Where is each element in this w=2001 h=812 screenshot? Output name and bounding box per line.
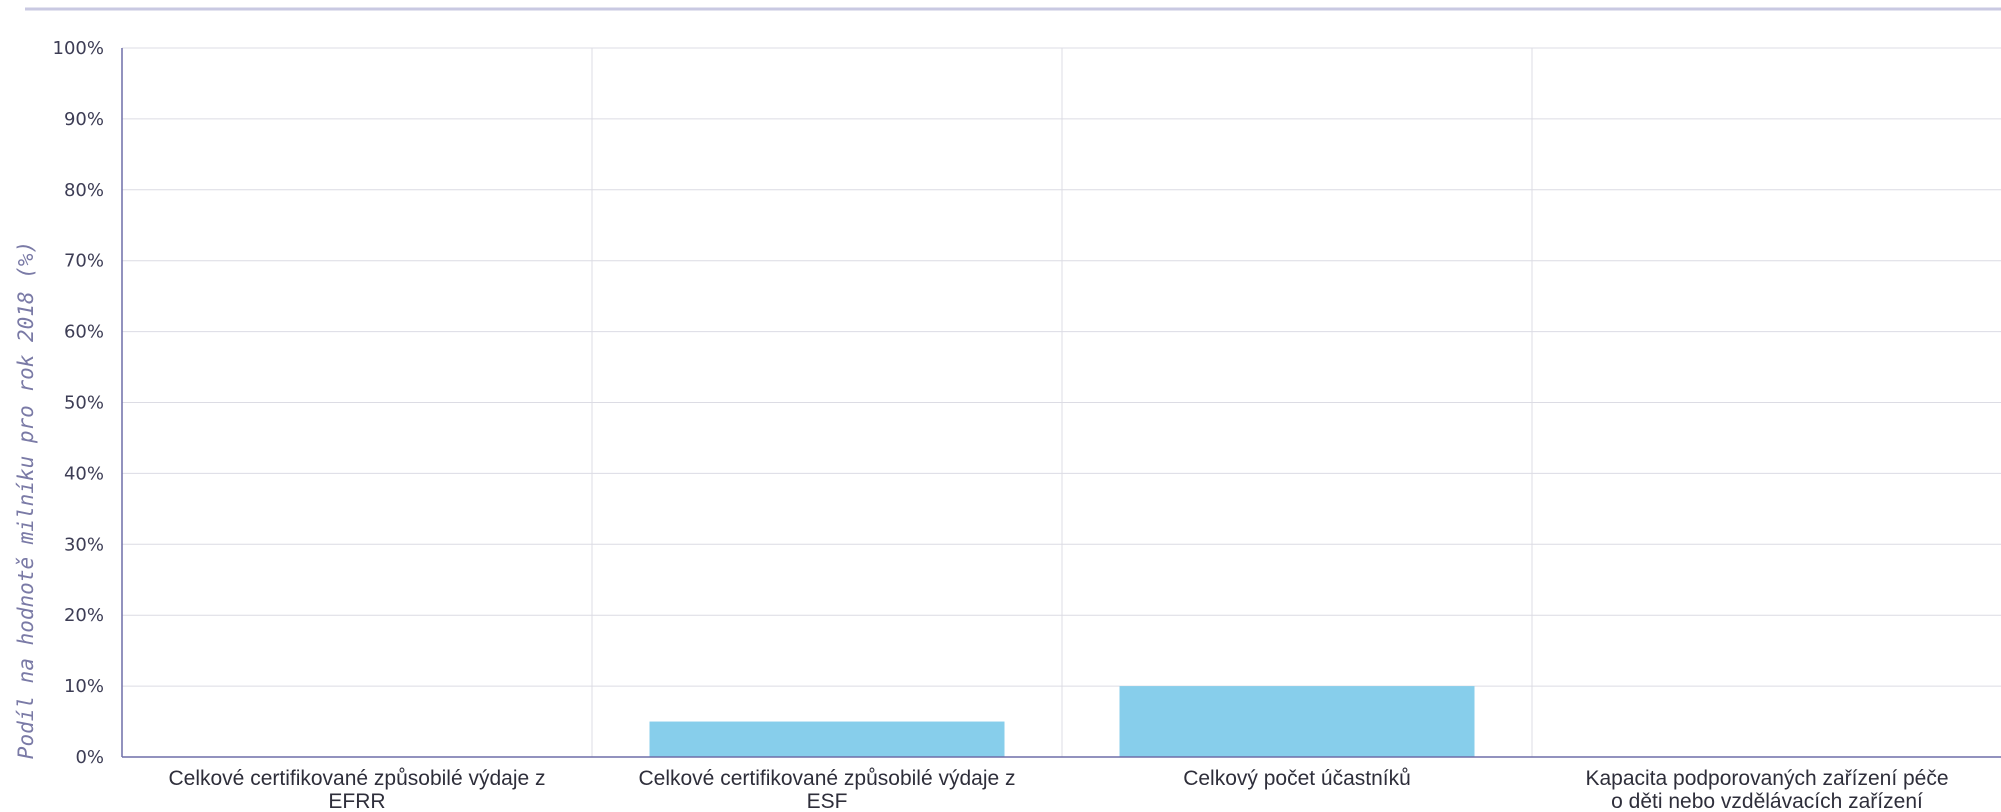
y-tick-label: 0% — [75, 747, 104, 768]
y-axis-label: Podíl na hodnotě milníku pro rok 2018 (%… — [14, 241, 38, 759]
y-tick-label: 20% — [64, 605, 104, 626]
y-tick-labels: 0% 10% 20% 30% 40% 50% 60% 70% 80% 90% 100% — [53, 38, 104, 768]
y-tick-label: 90% — [64, 109, 104, 130]
y-tick-label: 70% — [64, 251, 104, 272]
x-category-label-line: ESF — [807, 790, 848, 812]
y-tick-label: 10% — [64, 676, 104, 697]
bars — [649, 686, 1475, 757]
y-tick-label: 30% — [64, 534, 104, 555]
x-category-label-line: EFRR — [328, 790, 385, 812]
y-tick-label: 50% — [64, 393, 104, 414]
x-category-label-line: o děti nebo vzdělávacích zařízení — [1611, 790, 1923, 812]
x-category-label: Kapacita podporovaných zařízení péče o dě… — [1585, 767, 1948, 812]
x-category-label: Celkové certifikované způsobilé výdaje z… — [168, 767, 545, 812]
x-category-labels: Celkové certifikované způsobilé výdaje z… — [168, 767, 1948, 812]
y-tick-label: 80% — [64, 180, 104, 201]
y-tick-label: 100% — [53, 38, 104, 59]
y-tick-label: 60% — [64, 322, 104, 343]
x-category-label-line: Celkový počet účastníků — [1183, 767, 1411, 790]
x-category-label-line: Celkové certifikované způsobilé výdaje z — [168, 767, 545, 790]
x-category-label: Celkový počet účastníků — [1183, 767, 1411, 790]
x-category-label-line: Celkové certifikované způsobilé výdaje z — [638, 767, 1015, 790]
bar — [649, 721, 1005, 757]
y-tick-label: 40% — [64, 463, 104, 484]
x-category-label-line: Kapacita podporovaných zařízení péče — [1585, 767, 1948, 790]
axes — [121, 48, 2001, 758]
x-category-label: Celkové certifikované způsobilé výdaje z… — [638, 767, 1015, 812]
gridlines — [122, 47, 2001, 757]
bar — [1119, 686, 1475, 757]
